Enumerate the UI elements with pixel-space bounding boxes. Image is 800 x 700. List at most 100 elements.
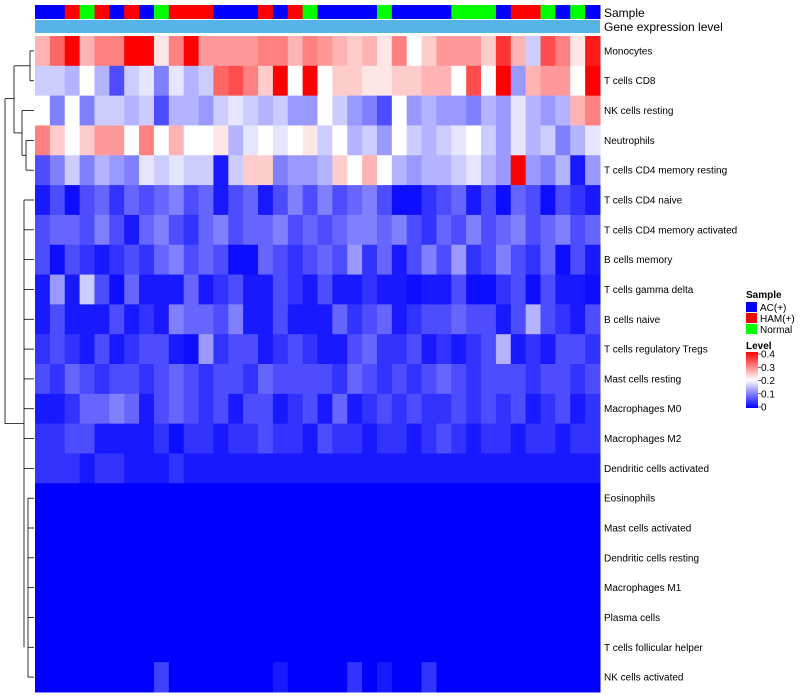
heatmap-cell bbox=[183, 95, 200, 126]
heatmap-cell bbox=[49, 304, 66, 335]
heatmap-cell bbox=[124, 423, 140, 454]
heatmap-cell bbox=[139, 572, 155, 604]
heatmap-cell bbox=[243, 423, 259, 454]
heatmap-cell bbox=[287, 95, 304, 126]
heatmap-cell bbox=[287, 364, 304, 395]
heatmap-cell bbox=[79, 304, 95, 335]
heatmap-cell bbox=[317, 65, 333, 97]
heatmap-cell bbox=[540, 572, 556, 604]
heatmap-cell bbox=[466, 542, 482, 574]
heatmap-cell bbox=[302, 632, 318, 663]
heatmap-cell bbox=[213, 632, 229, 663]
heatmap-cell bbox=[555, 65, 571, 97]
heatmap-cell bbox=[168, 214, 185, 246]
heatmap-cell bbox=[183, 185, 200, 216]
heatmap-cell bbox=[540, 364, 556, 395]
sample-annotation-cell bbox=[540, 5, 556, 19]
heatmap-cell bbox=[376, 36, 393, 67]
heatmap-cell bbox=[287, 36, 304, 67]
heatmap-cell bbox=[406, 244, 423, 276]
heatmap-cell bbox=[481, 155, 497, 186]
heatmap-cell bbox=[481, 453, 497, 484]
heatmap-cell bbox=[35, 125, 51, 156]
heatmap-cell bbox=[540, 632, 556, 663]
heatmap-cell bbox=[153, 572, 170, 604]
heatmap-cell bbox=[495, 65, 512, 97]
heatmap-cell bbox=[124, 393, 140, 425]
heatmap-cell bbox=[495, 423, 512, 454]
heatmap-cell bbox=[421, 185, 437, 216]
heatmap-cell bbox=[481, 513, 497, 544]
heatmap-cell bbox=[495, 155, 512, 186]
heatmap-cell bbox=[332, 214, 348, 246]
heatmap-cell bbox=[64, 214, 81, 246]
sample-annotation-cell bbox=[436, 5, 452, 19]
heatmap-cell bbox=[540, 244, 556, 276]
heatmap-cell bbox=[466, 36, 482, 67]
heatmap-cell bbox=[391, 572, 408, 604]
heatmap-cell bbox=[153, 95, 170, 126]
heatmap-cell bbox=[109, 572, 125, 604]
heatmap-cell bbox=[510, 453, 527, 484]
heatmap-cell bbox=[436, 65, 452, 97]
heatmap-cell bbox=[540, 453, 556, 484]
heatmap-cell bbox=[228, 244, 244, 276]
heatmap-cell bbox=[287, 602, 304, 633]
heatmap-cell bbox=[287, 632, 304, 663]
heatmap-cell bbox=[94, 632, 110, 663]
heatmap-cell bbox=[451, 513, 467, 544]
heatmap-cell bbox=[258, 95, 274, 126]
row-label: Dendritic cells activated bbox=[604, 464, 709, 475]
heatmap-cell bbox=[436, 334, 452, 365]
heatmap-cell bbox=[406, 453, 423, 484]
heatmap-cell bbox=[347, 304, 363, 335]
heatmap-cell bbox=[451, 334, 467, 365]
heatmap-cell bbox=[109, 423, 125, 454]
heatmap-cell bbox=[49, 185, 66, 216]
heatmap-cell bbox=[585, 334, 601, 365]
heatmap-cell bbox=[406, 334, 423, 365]
heatmap-cell bbox=[585, 95, 601, 126]
heatmap-cell bbox=[109, 125, 125, 156]
heatmap-cell bbox=[510, 125, 527, 156]
heatmap-cell bbox=[421, 274, 437, 305]
heatmap-cell bbox=[64, 185, 81, 216]
heatmap-cell bbox=[570, 602, 586, 633]
row-label: B cells naive bbox=[604, 315, 661, 326]
heatmap-cell bbox=[272, 542, 289, 574]
heatmap-cell bbox=[35, 572, 51, 604]
heatmap-cell bbox=[362, 632, 378, 663]
heatmap-cell bbox=[124, 36, 140, 67]
heatmap-cell bbox=[540, 334, 556, 365]
heatmap-cell bbox=[243, 364, 259, 395]
heatmap-cell bbox=[495, 244, 512, 276]
heatmap-cell bbox=[570, 423, 586, 454]
heatmap-cell bbox=[451, 542, 467, 574]
heatmap-cell bbox=[362, 304, 378, 335]
heatmap-cell bbox=[332, 125, 348, 156]
heatmap-cell bbox=[124, 155, 140, 186]
heatmap-cell bbox=[198, 185, 214, 216]
heatmap-cell bbox=[243, 334, 259, 365]
heatmap-cell bbox=[35, 304, 51, 335]
heatmap-cell bbox=[421, 453, 437, 484]
heatmap-cell bbox=[540, 65, 556, 97]
heatmap-cell bbox=[525, 632, 542, 663]
sample-annotation-cell bbox=[421, 5, 437, 19]
heatmap-cell bbox=[525, 602, 542, 633]
heatmap-cell bbox=[332, 244, 348, 276]
heatmap-cell bbox=[570, 513, 586, 544]
heatmap-cell bbox=[495, 304, 512, 335]
sample-annotation-cell bbox=[153, 5, 170, 19]
heatmap-cell bbox=[228, 364, 244, 395]
heatmap-cell bbox=[525, 95, 542, 126]
heatmap-cell bbox=[153, 304, 170, 335]
heatmap-cell bbox=[347, 602, 363, 633]
heatmap-cell bbox=[317, 185, 333, 216]
heatmap-cell bbox=[376, 65, 393, 97]
heatmap-cell bbox=[466, 95, 482, 126]
heatmap-cell bbox=[183, 542, 200, 574]
heatmap-cell bbox=[436, 483, 452, 514]
heatmap-cell bbox=[362, 364, 378, 395]
sample-legend-label: Normal bbox=[760, 325, 792, 336]
